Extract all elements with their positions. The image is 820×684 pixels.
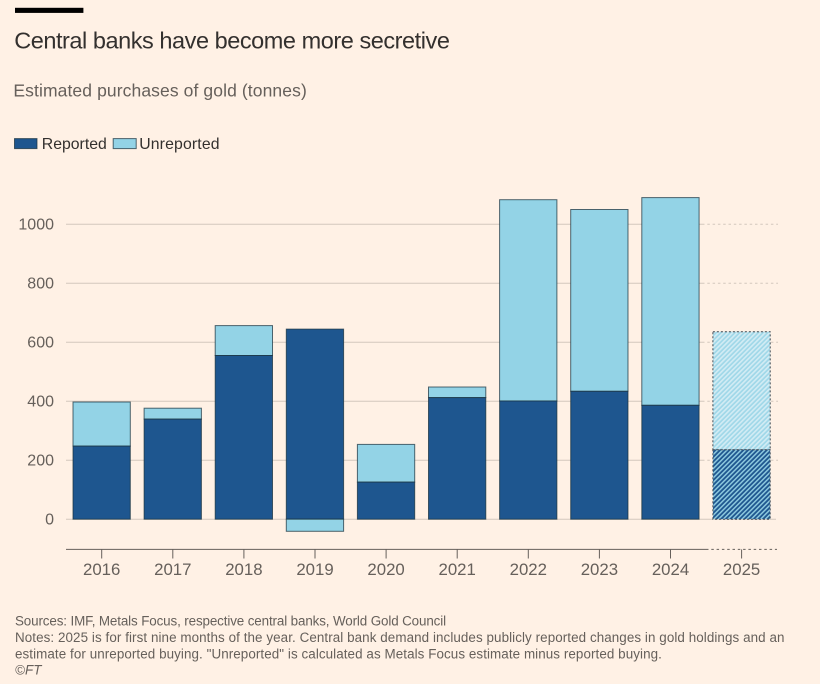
svg-text:Sources: IMF, Metals Focus, re: Sources: IMF, Metals Focus, respective c… xyxy=(15,614,446,629)
svg-text:2024: 2024 xyxy=(652,560,689,579)
svg-text:200: 200 xyxy=(27,453,54,470)
svg-text:2023: 2023 xyxy=(581,560,618,579)
svg-text:Unreported: Unreported xyxy=(139,136,220,153)
svg-text:2016: 2016 xyxy=(83,560,120,579)
svg-text:©FT: ©FT xyxy=(15,662,42,677)
svg-text:600: 600 xyxy=(27,335,54,352)
svg-text:400: 400 xyxy=(27,394,54,411)
svg-text:Central banks have become more: Central banks have become more secretive xyxy=(14,27,450,53)
svg-text:2018: 2018 xyxy=(225,560,262,579)
svg-text:estimate for unreported buying: estimate for unreported buying. "Unrepor… xyxy=(15,646,662,661)
svg-text:2020: 2020 xyxy=(367,560,404,579)
svg-text:2017: 2017 xyxy=(154,560,191,579)
svg-text:0: 0 xyxy=(45,512,54,529)
svg-text:1000: 1000 xyxy=(18,217,54,234)
svg-text:Reported: Reported xyxy=(42,136,107,153)
svg-text:Estimated purchases of gold (t: Estimated purchases of gold (tonnes) xyxy=(13,80,306,100)
svg-text:2021: 2021 xyxy=(439,560,476,579)
svg-text:800: 800 xyxy=(27,276,54,293)
svg-text:Notes: 2025 is for first nine: Notes: 2025 is for first nine months of … xyxy=(15,630,785,645)
svg-text:2019: 2019 xyxy=(296,560,333,579)
svg-text:2025: 2025 xyxy=(723,560,760,579)
svg-text:2022: 2022 xyxy=(510,560,547,579)
